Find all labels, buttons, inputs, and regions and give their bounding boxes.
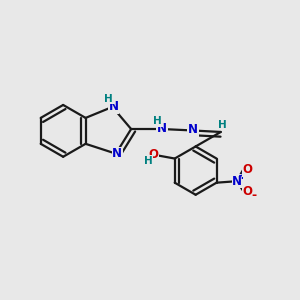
Text: O: O — [243, 185, 253, 198]
Text: H: H — [144, 156, 153, 166]
Text: O: O — [243, 163, 253, 176]
Text: N: N — [232, 175, 242, 188]
Text: H: H — [104, 94, 113, 104]
Text: N: N — [112, 148, 122, 160]
Text: +: + — [238, 171, 247, 181]
Text: -: - — [251, 188, 256, 202]
Text: H: H — [218, 120, 226, 130]
Text: H: H — [153, 116, 162, 126]
Text: N: N — [157, 122, 167, 135]
Text: O: O — [148, 148, 158, 161]
Text: N: N — [109, 100, 119, 113]
Text: N: N — [188, 123, 198, 136]
